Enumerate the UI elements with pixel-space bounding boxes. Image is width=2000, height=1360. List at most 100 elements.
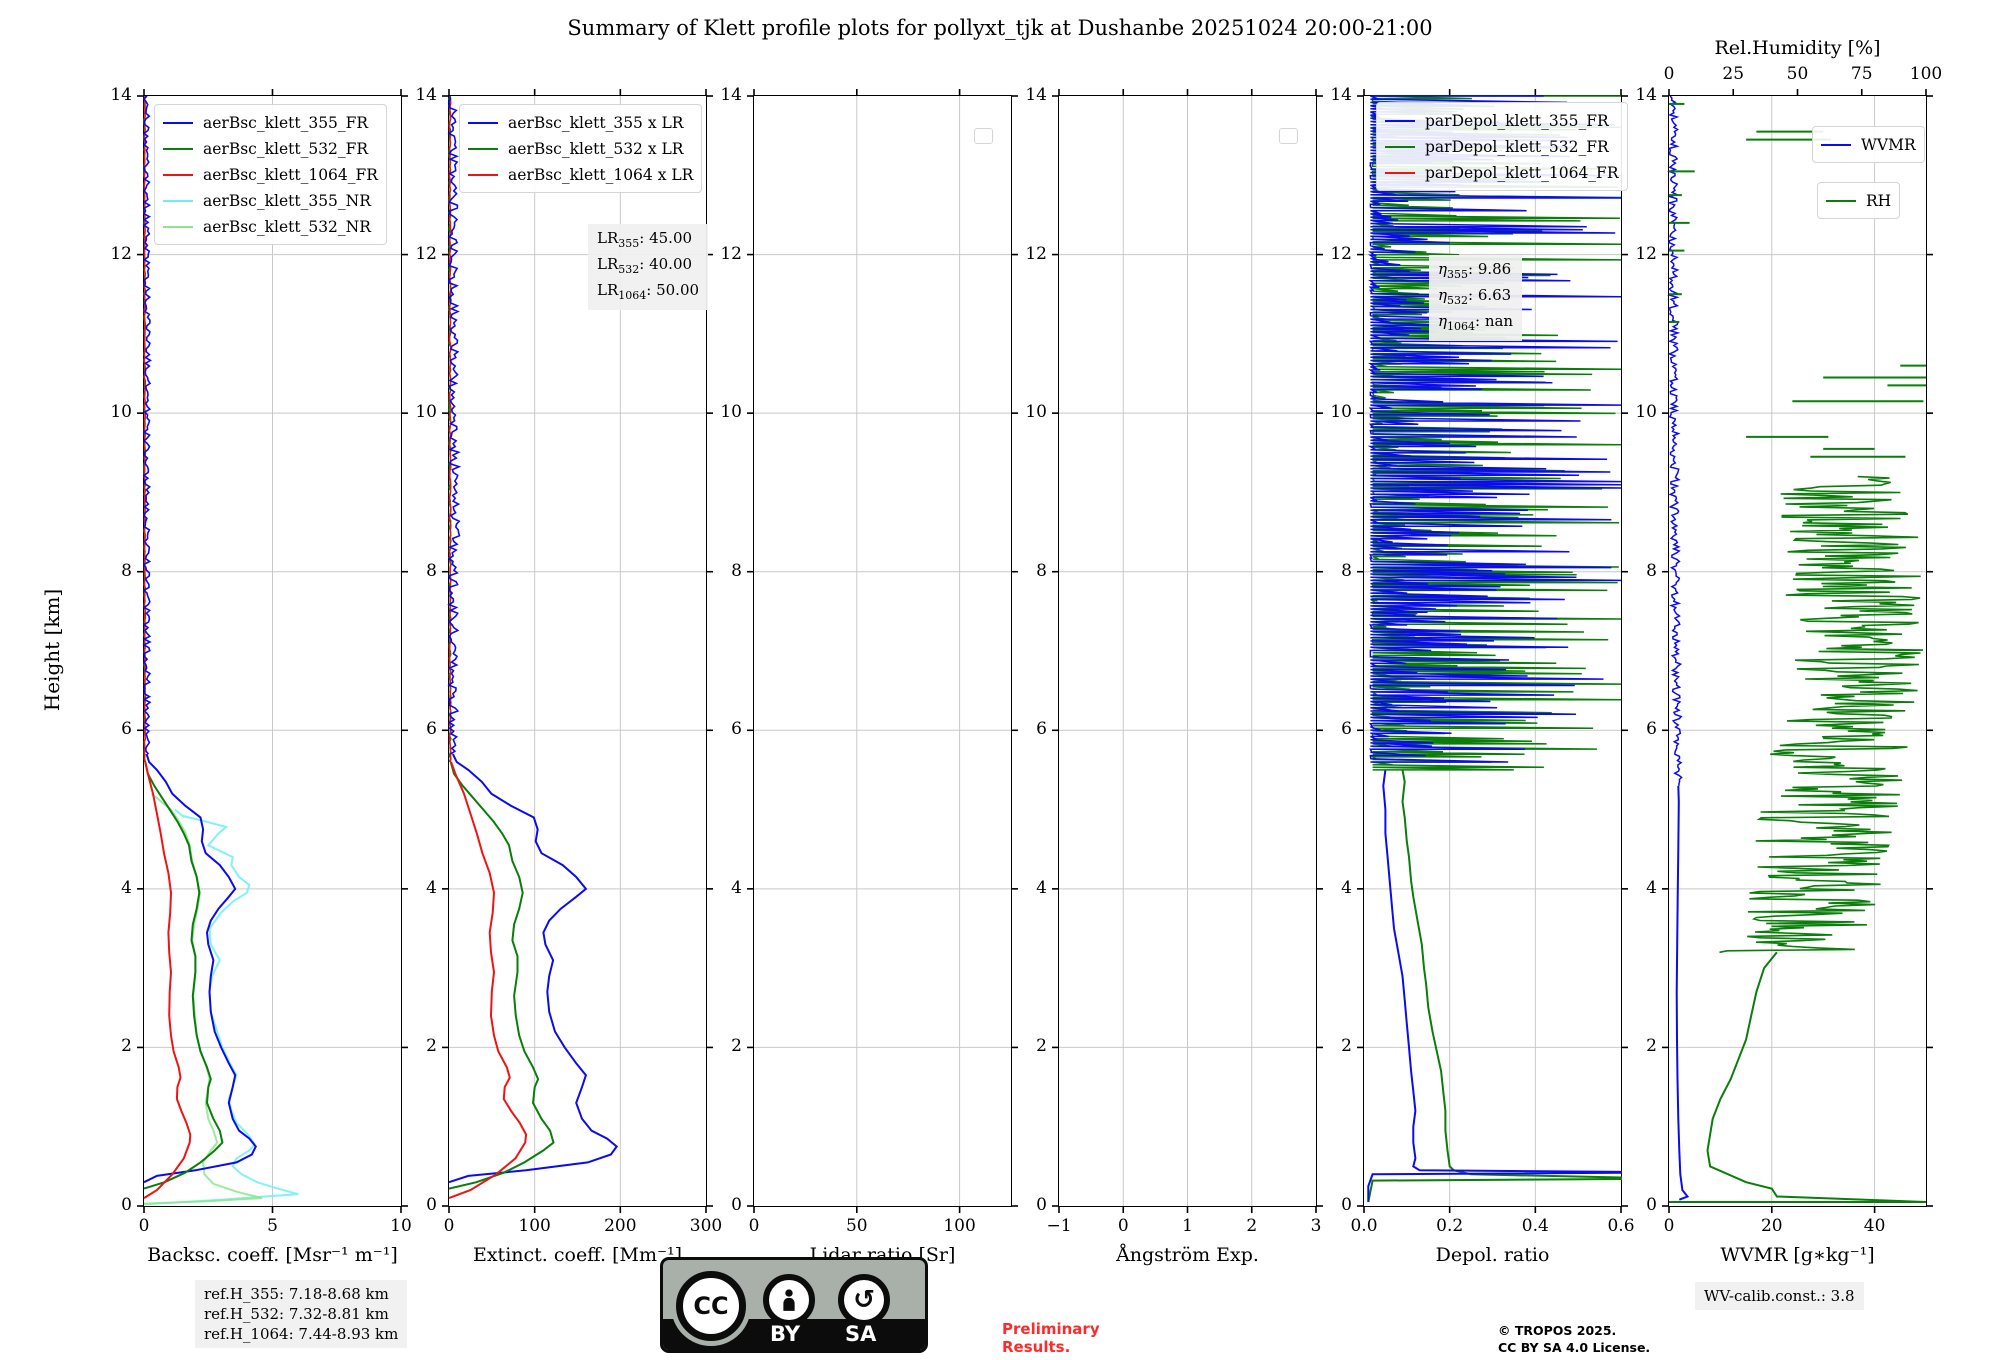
y-tick-label: 12 <box>1635 243 1657 264</box>
wvmr-axis-label: WVMR [g∗kg⁻¹] <box>1720 1244 1875 1266</box>
legend-entry-label: parDepol_klett_532_FR <box>1425 138 1609 156</box>
y-tick-label: 12 <box>415 243 437 264</box>
legend-entry: aerBsc_klett_532_NR <box>163 214 378 240</box>
y-tick-label: 4 <box>121 877 132 898</box>
y-tick-label: 0 <box>1646 1195 1657 1215</box>
ref-height-1064: ref.H_1064: 7.44-8.93 km <box>204 1325 399 1343</box>
y-tick-label: 12 <box>1330 243 1352 264</box>
x-tick-label: 0.4 <box>1521 1216 1549 1236</box>
x-tick-label: 0 <box>1117 1216 1129 1236</box>
ref-height-532: ref.H_532: 7.32-8.81 km <box>204 1305 389 1323</box>
cc-icon: CC <box>676 1271 746 1341</box>
y-tick-label: 4 <box>1646 877 1657 898</box>
angstroem-empty-legend <box>1279 128 1298 144</box>
y-tick-label: 6 <box>731 719 742 740</box>
legend-entry: WVMR <box>1821 132 1916 158</box>
panel-angstroem: −1 0 1 2 3 Ångström Exp. 0 2 4 6 8 10 12 14 <box>1025 85 1323 1266</box>
x-tick-label: 0 <box>138 1216 150 1236</box>
y-tick-label: 0 <box>1036 1195 1047 1215</box>
y-tick-label: 6 <box>426 719 437 740</box>
y-tick-label: 10 <box>1025 402 1047 423</box>
panel-backscatter: 0 5 10 Backsc. coeff. [Msr⁻¹ m⁻¹] 0 2 4 6 8 10 12 1… <box>110 85 411 1266</box>
legend-entry: aerBsc_klett_355_FR <box>163 110 378 136</box>
x-tick-label: 2 <box>1246 1216 1258 1236</box>
x-tick-label: 0 <box>748 1216 760 1236</box>
y-tick-label: 12 <box>110 243 132 264</box>
rel-humidity-tick-label: 25 <box>1722 64 1745 84</box>
legend-entry: aerBsc_klett_1064_FR <box>163 162 378 188</box>
y-tick-label: 2 <box>121 1036 132 1057</box>
lr-1064-line: LR1064: 50.00 <box>597 281 700 302</box>
y-tick-label: 8 <box>731 560 742 581</box>
legend-entry: RH <box>1826 188 1891 214</box>
x-tick-label: 40 <box>1863 1216 1886 1236</box>
rel-humidity-tick-label: 100 <box>1909 64 1943 84</box>
backscatter-axis-label: Backsc. coeff. [Msr⁻¹ m⁻¹] <box>147 1244 398 1266</box>
legend-entry: aerBsc_klett_532_FR <box>163 136 378 162</box>
sa-arrow-icon: ↺ <box>838 1274 890 1326</box>
lidar-ratio-empty-legend <box>974 128 993 144</box>
backscatter-plot <box>137 89 408 1213</box>
y-tick-label: 6 <box>1036 719 1047 740</box>
figure-title: Summary of Klett profile plots for polly… <box>567 16 1433 40</box>
copyright-note: © TROPOS 2025. CC BY SA 4.0 License. <box>1498 1323 1651 1355</box>
depol-axis-label: Depol. ratio <box>1435 1244 1550 1266</box>
legend-entry-label: aerBsc_klett_532_FR <box>203 140 369 158</box>
y-tick-label: 12 <box>1025 243 1047 264</box>
legend-entry: parDepol_klett_532_FR <box>1385 134 1619 160</box>
panel-wvmr: 0 20 40 WVMR [g∗kg⁻¹] 0 2 4 6 8 10 12 14 0 25 50 75 100 R… <box>1635 37 1942 1266</box>
y-tick-label: 4 <box>731 877 742 898</box>
ref-height-box: ref.H_355: 7.18-8.68 km ref.H_532: 7.32-… <box>195 1280 408 1348</box>
extinction-axis-label: Extinct. coeff. [Mm⁻¹] <box>472 1244 683 1266</box>
legend-line-sample <box>1385 146 1415 148</box>
legend-line-sample <box>163 226 193 228</box>
y-tick-label: 14 <box>1635 85 1657 105</box>
legend-line-sample <box>1826 200 1856 202</box>
y-tick-label: 0 <box>1341 1195 1352 1215</box>
y-tick-label: 8 <box>1646 560 1657 581</box>
y-tick-label: 8 <box>426 560 437 581</box>
angstroem-axis-label: Ångström Exp. <box>1116 1244 1259 1266</box>
eta-1064-line: η1064: nan <box>1438 312 1514 333</box>
legend-line-sample <box>163 200 193 202</box>
y-tick-label: 6 <box>121 719 132 740</box>
y-tick-label: 0 <box>731 1195 742 1215</box>
legend-entry: aerBsc_klett_532 x LR <box>468 136 693 162</box>
legend-entry-label: aerBsc_klett_355 x LR <box>508 114 684 132</box>
legend-entry: aerBsc_klett_1064 x LR <box>468 162 693 188</box>
rel-humidity-axis-label: Rel.Humidity [%] <box>1714 37 1881 59</box>
y-tick-label: 8 <box>1341 560 1352 581</box>
ref-height-355: ref.H_355: 7.18-8.68 km <box>204 1285 389 1303</box>
eta-532-line: η532: 6.63 <box>1438 286 1512 307</box>
y-tick-label: 8 <box>1036 560 1047 581</box>
y-tick-label: 10 <box>110 402 132 423</box>
legend-entry-label: aerBsc_klett_355_FR <box>203 114 369 132</box>
legend-line-sample <box>1385 172 1415 174</box>
legend-entry: aerBsc_klett_355_NR <box>163 188 378 214</box>
y-tick-label: 10 <box>1635 402 1657 423</box>
legend-line-sample <box>1385 120 1415 122</box>
y-tick-label: 0 <box>121 1195 132 1215</box>
y-tick-label: 14 <box>1025 85 1047 105</box>
y-tick-label: 0 <box>426 1195 437 1215</box>
x-tick-label: 10 <box>390 1216 412 1236</box>
legend-line-sample <box>163 122 193 124</box>
y-tick-label: 14 <box>720 85 742 105</box>
y-tick-label: 2 <box>1646 1036 1657 1057</box>
wv-calib-box: WV-calib.const.: 3.8 <box>1695 1282 1864 1310</box>
panel-lidar-ratio: 0 50 100 Lidar ratio [Sr] 0 2 4 6 8 10 12 14 <box>720 85 1018 1266</box>
legend-line-sample <box>468 122 498 124</box>
rel-humidity-tick-label: 75 <box>1850 64 1873 84</box>
y-tick-label: 6 <box>1646 719 1657 740</box>
legend-entry: parDepol_klett_355_FR <box>1385 108 1619 134</box>
y-tick-label: 14 <box>415 85 437 105</box>
lidar-ratio-constants-box: LR355: 45.00 LR532: 40.00 LR1064: 50.00 <box>588 224 709 310</box>
y-tick-label: 10 <box>1330 402 1352 423</box>
panel-extinction: 0 100 200 300 Extinct. coeff. [Mm⁻¹] 0 2 4 6 8 10 1… <box>415 85 722 1266</box>
x-tick-label: 1 <box>1182 1216 1193 1236</box>
x-tick-label: 3 <box>1310 1216 1322 1236</box>
y-tick-label: 14 <box>110 85 132 105</box>
legend-entry-label: parDepol_klett_1064_FR <box>1425 164 1619 182</box>
